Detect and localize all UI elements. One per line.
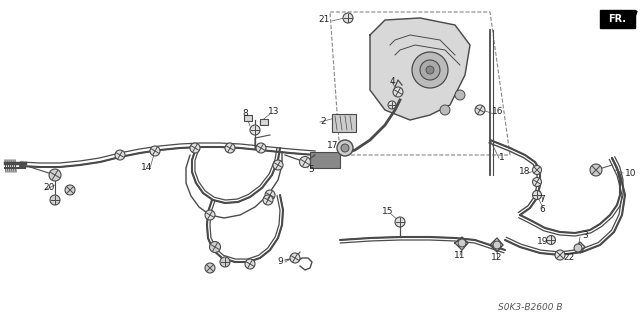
- Polygon shape: [260, 119, 268, 125]
- Circle shape: [150, 146, 160, 156]
- Circle shape: [388, 101, 396, 109]
- Circle shape: [190, 143, 200, 153]
- Circle shape: [256, 143, 266, 153]
- Circle shape: [245, 259, 255, 269]
- Text: 12: 12: [492, 254, 502, 263]
- Circle shape: [455, 90, 465, 100]
- Circle shape: [341, 144, 349, 152]
- Circle shape: [475, 105, 485, 115]
- FancyBboxPatch shape: [332, 114, 356, 132]
- Circle shape: [493, 241, 501, 249]
- Circle shape: [273, 160, 283, 170]
- Text: 11: 11: [454, 250, 466, 259]
- Text: 3: 3: [582, 231, 588, 240]
- Text: 4: 4: [390, 78, 396, 86]
- Text: 22: 22: [563, 254, 574, 263]
- Circle shape: [290, 253, 300, 263]
- Circle shape: [412, 52, 448, 88]
- Text: 20: 20: [43, 183, 54, 192]
- Circle shape: [574, 244, 582, 252]
- Text: 19: 19: [536, 238, 548, 247]
- Bar: [310, 152, 340, 168]
- Text: 8: 8: [243, 108, 248, 117]
- Text: 5: 5: [308, 166, 314, 174]
- Circle shape: [458, 239, 466, 247]
- Circle shape: [337, 140, 353, 156]
- Circle shape: [205, 210, 215, 220]
- Circle shape: [220, 257, 230, 267]
- Circle shape: [205, 263, 215, 273]
- Circle shape: [532, 166, 541, 174]
- Circle shape: [250, 125, 260, 135]
- Circle shape: [426, 66, 434, 74]
- Text: 9: 9: [277, 257, 283, 266]
- Circle shape: [265, 190, 275, 200]
- Text: 17: 17: [326, 140, 338, 150]
- Circle shape: [300, 157, 310, 167]
- Circle shape: [590, 164, 602, 176]
- Circle shape: [547, 235, 556, 244]
- Circle shape: [209, 241, 221, 253]
- Circle shape: [393, 87, 403, 97]
- Circle shape: [532, 177, 541, 187]
- Text: 2: 2: [320, 117, 326, 127]
- Text: 15: 15: [381, 207, 393, 217]
- Circle shape: [115, 150, 125, 160]
- Text: 21: 21: [319, 16, 330, 25]
- Text: FR.: FR.: [608, 14, 626, 24]
- Circle shape: [65, 185, 75, 195]
- Polygon shape: [244, 115, 252, 121]
- Text: 6: 6: [540, 205, 545, 214]
- Text: 14: 14: [141, 164, 152, 173]
- Circle shape: [555, 250, 565, 260]
- Polygon shape: [600, 10, 635, 28]
- Polygon shape: [370, 18, 470, 120]
- Circle shape: [532, 190, 541, 199]
- Text: 16: 16: [492, 108, 504, 116]
- Circle shape: [395, 217, 405, 227]
- Text: 10: 10: [625, 168, 637, 177]
- Text: 13: 13: [268, 108, 280, 116]
- Text: 18: 18: [518, 167, 530, 176]
- Text: 1: 1: [499, 153, 505, 162]
- Text: S0K3-B2600 B: S0K3-B2600 B: [498, 303, 563, 313]
- Text: 7: 7: [540, 196, 545, 204]
- Circle shape: [343, 13, 353, 23]
- Circle shape: [440, 105, 450, 115]
- Circle shape: [49, 169, 61, 181]
- Circle shape: [50, 195, 60, 205]
- Circle shape: [420, 60, 440, 80]
- Circle shape: [225, 143, 235, 153]
- Circle shape: [263, 195, 273, 205]
